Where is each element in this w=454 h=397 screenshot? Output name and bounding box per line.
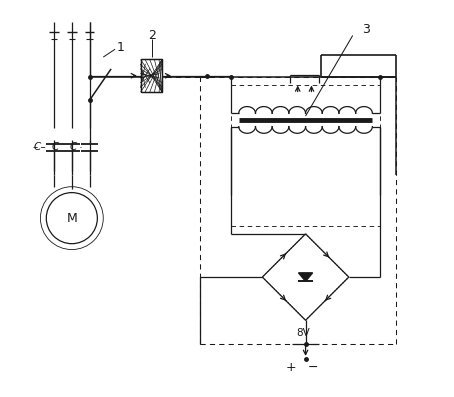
Text: +: + [285,361,296,374]
Polygon shape [298,273,313,281]
Text: 3: 3 [362,23,370,36]
Text: 1: 1 [117,41,125,54]
Text: 8V: 8V [297,328,311,338]
Text: C: C [34,143,41,152]
Text: M: M [66,212,77,225]
Bar [141,59,162,93]
Text: 2: 2 [148,29,156,42]
Text: C: C [52,143,59,152]
Bar [141,59,162,93]
Text: C: C [69,143,77,152]
Text: −: − [307,361,318,374]
